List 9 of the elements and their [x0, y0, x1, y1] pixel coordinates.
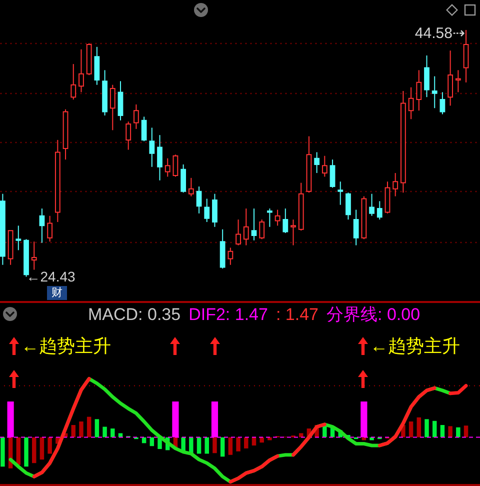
annotation: ←24.43 — [26, 268, 76, 285]
text: : 1.47 — [276, 305, 319, 324]
text: ←趋势主升 — [370, 336, 460, 356]
text: MACD: 0.35 — [88, 305, 181, 324]
text: 分界线: 0.00 — [326, 305, 420, 324]
annotation: 44.58⇢ — [414, 24, 466, 42]
text: 财 — [47, 286, 67, 300]
text: DIF2: 1.47 — [188, 305, 268, 324]
text: ←趋势主升 — [21, 336, 111, 356]
